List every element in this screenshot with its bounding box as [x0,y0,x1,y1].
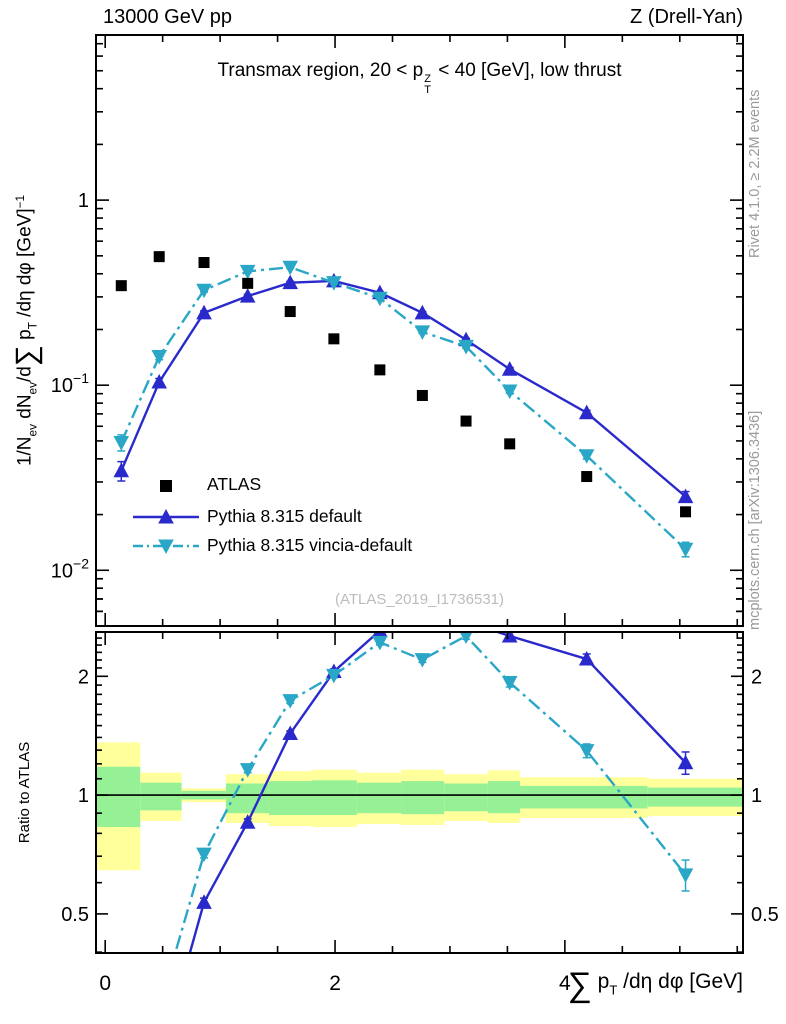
main-series-2 [113,260,694,558]
svg-text:1: 1 [78,785,89,807]
svg-text:1: 1 [751,785,762,807]
svg-text:2: 2 [78,666,89,688]
svg-text:1: 1 [78,190,89,212]
axis-ticks [96,35,743,953]
svg-text:2: 2 [751,666,762,688]
ratio-series-2 [173,632,694,953]
svg-text:4: 4 [559,972,571,995]
svg-text:10−1: 10−1 [51,370,89,397]
svg-text:0.5: 0.5 [61,904,89,926]
legend-label-pythia-vincia: Pythia 8.315 vincia-default [207,535,413,555]
svg-text:10−2: 10−2 [51,555,89,582]
x-axis-label: ∑ pT /dη dφ [GeV] [567,966,743,1004]
svg-text:2: 2 [329,972,341,995]
mcplots-arxiv-note: mcplots.cern.ch [arXiv:1306.3436] [747,410,763,630]
y-axis-label-ratio: Ratio to ATLAS [16,741,33,844]
header-beam-energy: 13000 GeV pp [103,6,232,28]
tick-labels: 1 10−1 10−2 2 2 1 1 0.5 0.5 0 2 4 [51,190,779,995]
rivet-version-note: Rivet 4.1.0, ≥ 2.2M events [747,89,763,258]
y-axis-label-main: 1/Nev dNev/d∑ pT /dη dφ [GeV]−1 [9,194,43,467]
svg-text:0.5: 0.5 [751,904,779,926]
analysis-id-watermark: (ATLAS_2019_I1736531) [334,591,504,608]
panel-frames [95,34,744,954]
ratio-uncertainty-bands [96,742,743,871]
main-series-atlas [115,251,692,518]
legend-glyphs [133,480,199,555]
header-process: Z (Drell-Yan) [630,6,743,28]
legend-label-pythia-default: Pythia 8.315 default [207,506,362,526]
legend-label-atlas: ATLAS [207,474,262,494]
svg-text:0: 0 [99,972,111,995]
main-series-1 [113,272,694,504]
